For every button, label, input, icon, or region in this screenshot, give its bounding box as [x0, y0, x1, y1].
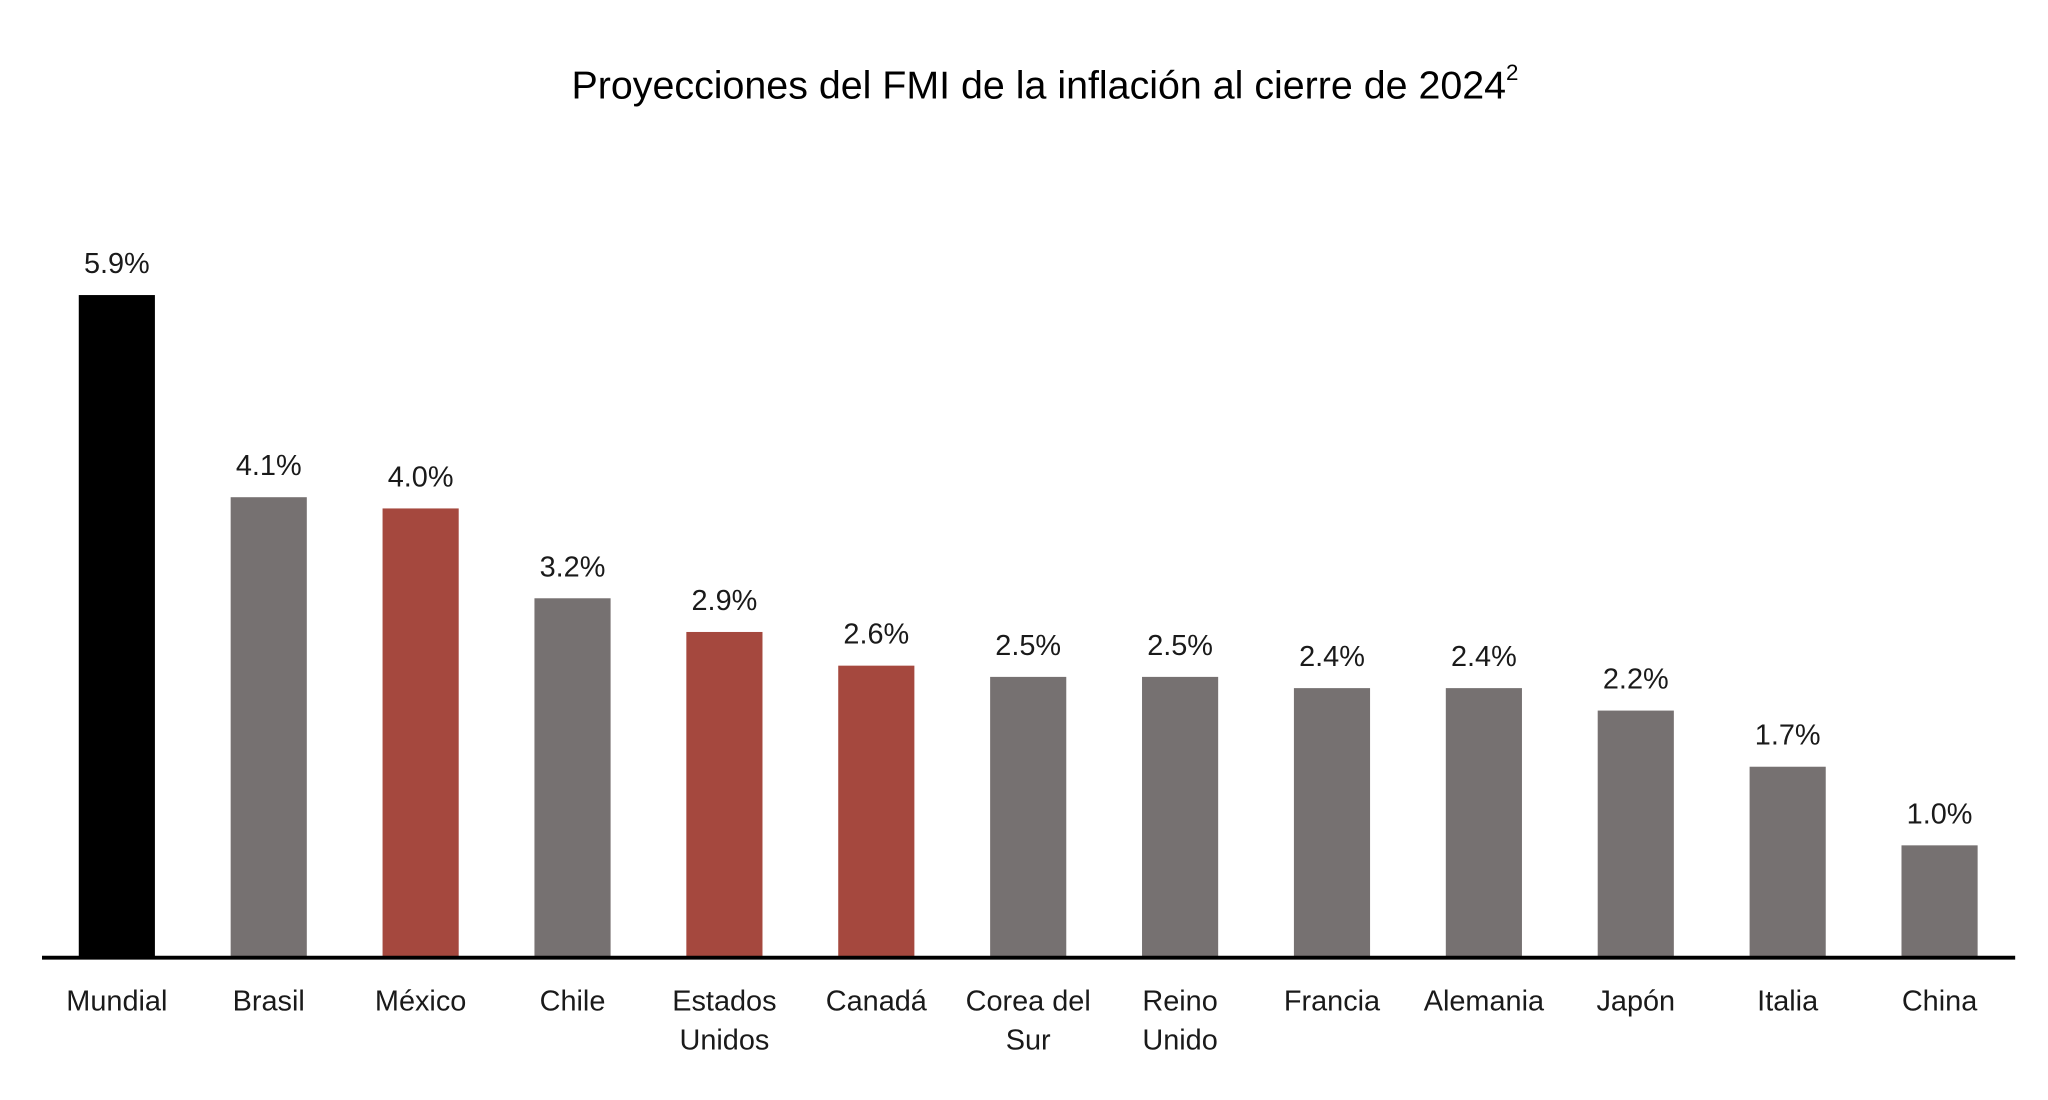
category-label-2: México — [375, 986, 466, 1018]
bar-6 — [990, 676, 1067, 958]
category-label-6: Corea del — [966, 986, 1091, 1018]
bar-5 — [838, 665, 915, 958]
data-label-7: 2.5% — [1147, 630, 1213, 662]
data-label-3: 3.2% — [540, 551, 606, 583]
bar-4 — [686, 631, 763, 958]
category-label-12: China — [1902, 986, 1977, 1018]
category-label-8: Francia — [1284, 986, 1380, 1018]
category-label-10: Japón — [1596, 986, 1675, 1018]
bar-8 — [1293, 688, 1371, 958]
chart-title: Proyecciones del FMI de la inflación al … — [572, 60, 1519, 107]
category-label-3: Chile — [540, 986, 606, 1018]
data-label-9: 2.4% — [1451, 641, 1517, 673]
category-label-11: Italia — [1757, 986, 1818, 1018]
data-label-2: 4.0% — [388, 462, 454, 494]
bar-0 — [78, 295, 155, 958]
category-label-0: Mundial — [66, 986, 167, 1018]
category-label-7: Unido — [1142, 1025, 1217, 1057]
bar-7 — [1142, 676, 1219, 958]
data-label-0: 5.9% — [84, 248, 150, 280]
bar-12 — [1901, 845, 1978, 958]
data-label-5: 2.6% — [843, 619, 909, 651]
data-label-12: 1.0% — [1907, 799, 1973, 831]
category-label-1: Brasil — [233, 986, 305, 1018]
data-label-11: 1.7% — [1755, 720, 1821, 752]
data-label-4: 2.9% — [692, 585, 758, 617]
bar-3 — [534, 598, 611, 958]
data-label-1: 4.1% — [236, 450, 302, 482]
data-label-10: 2.2% — [1603, 664, 1669, 696]
data-label-8: 2.4% — [1299, 641, 1365, 673]
category-label-9: Alemania — [1424, 986, 1544, 1018]
bar-2 — [382, 508, 459, 958]
category-label-7: Reino — [1142, 986, 1217, 1018]
title-superscript: 2 — [1506, 60, 1518, 85]
category-label-5: Canadá — [826, 986, 927, 1018]
bar-10 — [1597, 710, 1674, 958]
bar-11 — [1749, 766, 1826, 958]
bar-1 — [230, 497, 307, 958]
category-label-6: Sur — [1006, 1025, 1051, 1057]
data-label-6: 2.5% — [995, 630, 1061, 662]
category-label-4: Estados — [672, 986, 776, 1018]
bar-9 — [1445, 688, 1522, 958]
category-label-4: Unidos — [679, 1025, 769, 1057]
